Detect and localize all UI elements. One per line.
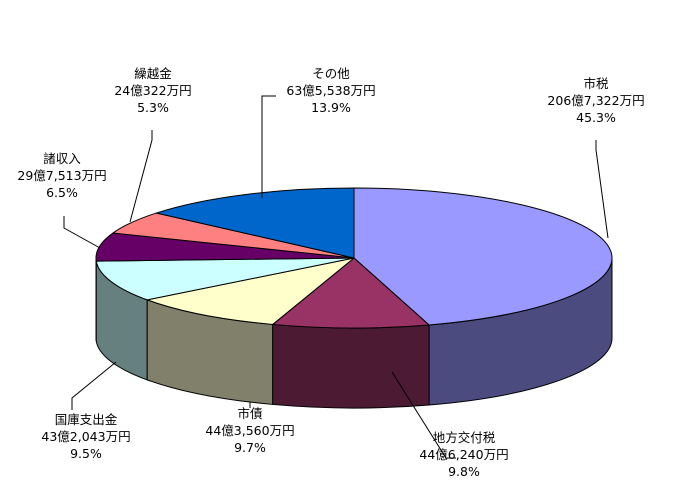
slice-label-2: 市債 44億3,560万円 9.7% <box>205 406 294 455</box>
pie-slice-3 <box>95 257 355 301</box>
slice-label-5: 繰越金 24億322万円 5.3% <box>114 66 191 115</box>
slice-name: 諸収入 <box>43 151 81 166</box>
slice-percent: 9.7% <box>234 440 266 455</box>
slice-percent: 13.9% <box>311 100 351 115</box>
slice-amount: 24億322万円 <box>114 83 191 98</box>
pie-slice-1 <box>272 257 430 329</box>
slice-label-3: 国庫支出金 43億2,043万円 9.5% <box>41 412 130 461</box>
slice-amount: 44億3,560万円 <box>205 423 294 438</box>
slice-name: 市債 <box>237 406 262 421</box>
slice-name: 市税 <box>583 76 609 91</box>
slice-labels: 市税 206億7,322万円 45.3% 地方交付税 44億6,240万円 9.8% 市債 4… <box>17 66 644 479</box>
slice-amount: 43億2,043万円 <box>41 429 130 444</box>
slice-name: 国庫支出金 <box>55 412 118 427</box>
pie-sides <box>95 257 613 409</box>
slice-amount: 63億5,538万円 <box>286 83 375 98</box>
slice-label-0: 市税 206億7,322万円 45.3% <box>547 76 644 125</box>
slice-amount: 44億6,240万円 <box>419 447 508 462</box>
slice-percent: 9.8% <box>448 464 480 479</box>
leader-line-1 <box>391 371 456 459</box>
pie-tops <box>95 187 613 329</box>
pie-side-1 <box>272 323 430 409</box>
leader-line-0 <box>595 140 609 239</box>
slice-percent: 6.5% <box>46 185 78 200</box>
pie-slice-6 <box>155 187 355 259</box>
slice-label-4: 諸収入 29億7,513万円 6.5% <box>17 151 106 200</box>
slice-label-1: 地方交付税 44億6,240万円 9.8% <box>419 430 508 479</box>
slice-percent: 5.3% <box>137 100 169 115</box>
slice-amount: 206億7,322万円 <box>547 93 644 108</box>
slice-percent: 9.5% <box>70 446 102 461</box>
leader-line-6 <box>261 95 276 198</box>
pie-slice-0 <box>353 187 613 326</box>
slice-name: 繰越金 <box>134 66 172 81</box>
leader-line-3 <box>71 361 117 410</box>
slice-amount: 29億7,513万円 <box>17 168 106 183</box>
slice-label-6: その他 63億5,538万円 13.9% <box>286 66 375 115</box>
leader-line-4 <box>63 216 101 249</box>
slice-name: 地方交付税 <box>433 430 496 445</box>
slice-percent: 45.3% <box>576 110 616 125</box>
pie-slice-2 <box>146 257 355 325</box>
leader-line-5 <box>129 130 153 223</box>
slice-name: その他 <box>312 66 350 81</box>
leader-lines <box>63 95 609 459</box>
